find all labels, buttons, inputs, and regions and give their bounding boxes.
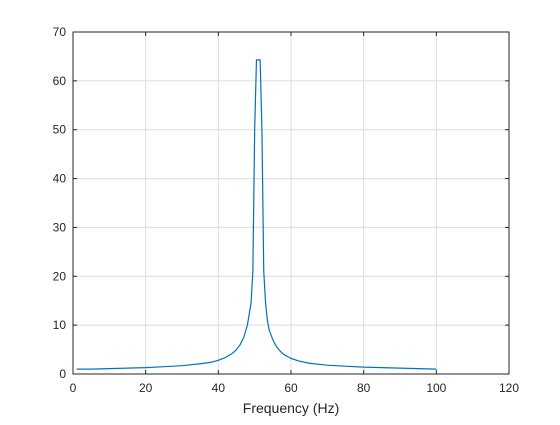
series-line <box>76 59 437 370</box>
y-tick-label: 40 <box>53 172 67 186</box>
y-tick-label: 10 <box>53 318 67 332</box>
y-tick-label: 20 <box>53 269 67 283</box>
series-layer <box>76 59 437 370</box>
x-tick-label: 100 <box>426 381 446 395</box>
tick-labels: 0 20 40 60 80 100 120 0 10 20 30 40 50 60 70 <box>53 25 520 395</box>
y-tick-label: 70 <box>53 25 67 39</box>
y-tick-label: 50 <box>53 123 67 137</box>
y-tick-label: 30 <box>53 220 67 234</box>
x-tick-label: 120 <box>499 381 519 395</box>
axes <box>72 31 510 375</box>
y-tick-label: 60 <box>53 74 67 88</box>
y-tick-label: 0 <box>59 367 66 381</box>
x-tick-label: 80 <box>357 381 371 395</box>
x-tick-label: 40 <box>212 381 226 395</box>
x-axis-label: Frequency (Hz) <box>243 400 339 416</box>
x-tick-label: 60 <box>284 381 298 395</box>
x-tick-label: 0 <box>70 381 77 395</box>
x-tick-label: 20 <box>139 381 153 395</box>
